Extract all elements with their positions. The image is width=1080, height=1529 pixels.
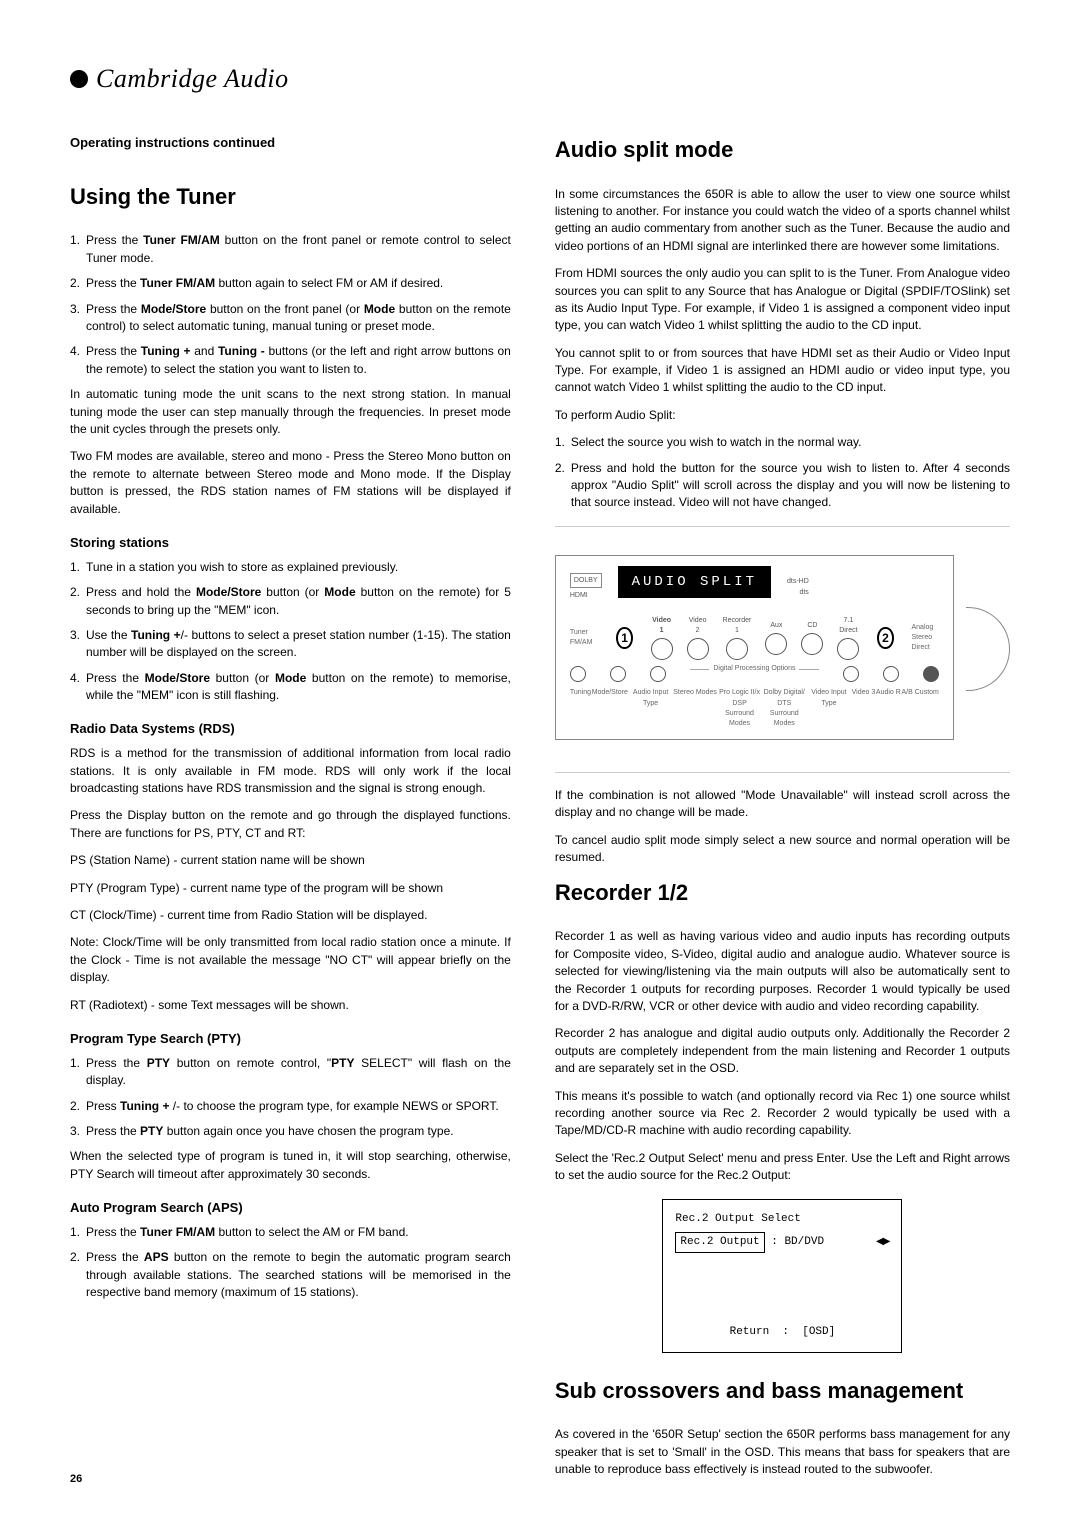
numbered-step: 2.Press the APS button on the remote to … bbox=[70, 1249, 511, 1301]
numbered-step: 2.Press and hold the Mode/Store button (… bbox=[70, 584, 511, 619]
numbered-step: 4.Press the Tuning + and Tuning - button… bbox=[70, 343, 511, 378]
numbered-step: 1.Press the Tuner FM/AM button to select… bbox=[70, 1224, 511, 1241]
paragraph: Press the Display button on the remote a… bbox=[70, 807, 511, 842]
knob-icon bbox=[923, 666, 939, 682]
heading-using-tuner: Using the Tuner bbox=[70, 181, 511, 213]
paragraph: In some circumstances the 650R is able t… bbox=[555, 186, 1010, 256]
paragraph: PTY (Program Type) - current name type o… bbox=[70, 880, 511, 897]
numbered-step: 1.Tune in a station you wish to store as… bbox=[70, 559, 511, 576]
paragraph: To cancel audio split mode simply select… bbox=[555, 832, 1010, 867]
panel-label: Mode/Store bbox=[592, 688, 628, 729]
knob-icon bbox=[843, 666, 859, 682]
brand-name: Cambridge Audio bbox=[96, 60, 289, 98]
heading-storing: Storing stations bbox=[70, 534, 511, 553]
paragraph: You cannot split to or from sources that… bbox=[555, 345, 1010, 397]
source-button: Aux bbox=[765, 621, 787, 655]
section-label: Operating instructions continued bbox=[70, 134, 511, 153]
source-button: Video 2 bbox=[687, 616, 709, 660]
paragraph: If the combination is not allowed "Mode … bbox=[555, 787, 1010, 822]
numbered-step: 1.Select the source you wish to watch in… bbox=[555, 434, 1010, 451]
paragraph: To perform Audio Split: bbox=[555, 407, 1010, 424]
panel-label: Stereo Modes bbox=[673, 688, 717, 729]
brand-logo: Cambridge Audio bbox=[70, 60, 1010, 98]
dts-badge-icon: dts-HD dts bbox=[787, 576, 809, 598]
paragraph: Recorder 1 as well as having various vid… bbox=[555, 928, 1010, 1015]
numbered-step: 3.Press the PTY button again once you ha… bbox=[70, 1123, 511, 1140]
heading-rds: Radio Data Systems (RDS) bbox=[70, 720, 511, 739]
paragraph: As covered in the '650R Setup' section t… bbox=[555, 1426, 1010, 1478]
front-panel-diagram: DOLBY HDMI AUDIO SPLIT dts-HD dts Tuner … bbox=[555, 541, 1010, 758]
source-button: Recorder 1 bbox=[723, 616, 752, 660]
paragraph: Recorder 2 has analogue and digital audi… bbox=[555, 1025, 1010, 1077]
numbered-step: 2.Press and hold the button for the sour… bbox=[555, 460, 1010, 512]
panel-label: Audio Input Type bbox=[629, 688, 673, 729]
numbered-step: 1.Press the PTY button on remote control… bbox=[70, 1055, 511, 1090]
paragraph: This means it's possible to watch (and o… bbox=[555, 1088, 1010, 1140]
heading-aps: Auto Program Search (APS) bbox=[70, 1199, 511, 1218]
panel-label: Pro Logic II/x DSP Surround Modes bbox=[718, 688, 762, 729]
dolby-badge-icon: DOLBY HDMI bbox=[570, 573, 602, 601]
callout-2: 2 bbox=[877, 627, 893, 649]
panel-label: Video 3 bbox=[852, 688, 876, 729]
panel-label: Video Input Type bbox=[807, 688, 851, 729]
left-column: Operating instructions continued Using t… bbox=[70, 134, 511, 1489]
panel-label: Audio R bbox=[876, 688, 901, 729]
panel-label: Dolby Digital/ DTS Surround Modes bbox=[762, 688, 806, 729]
numbered-step: 2.Press Tuning + /- to choose the progra… bbox=[70, 1098, 511, 1115]
paragraph: PS (Station Name) - current station name… bbox=[70, 852, 511, 869]
numbered-step: 3.Use the Tuning +/- buttons to select a… bbox=[70, 627, 511, 662]
volume-dial-icon bbox=[966, 607, 1010, 691]
paragraph: Note: Clock/Time will be only transmitte… bbox=[70, 934, 511, 986]
numbered-step: 3.Press the Mode/Store button on the fro… bbox=[70, 301, 511, 336]
heading-sub-crossovers: Sub crossovers and bass management bbox=[555, 1375, 1010, 1407]
paragraph: RT (Radiotext) - some Text messages will… bbox=[70, 997, 511, 1014]
source-button: 7.1 Direct bbox=[837, 616, 859, 660]
paragraph: Two FM modes are available, stereo and m… bbox=[70, 448, 511, 518]
heading-audio-split: Audio split mode bbox=[555, 134, 1010, 166]
panel-label: Tuning bbox=[570, 688, 591, 729]
paragraph: When the selected type of program is tun… bbox=[70, 1148, 511, 1183]
osd-screen: Rec.2 Output Select Rec.2 Output : BD/DV… bbox=[662, 1199, 902, 1353]
callout-1: 1 bbox=[616, 627, 632, 649]
paragraph: CT (Clock/Time) - current time from Radi… bbox=[70, 907, 511, 924]
knob-icon bbox=[883, 666, 899, 682]
paragraph: RDS is a method for the transmission of … bbox=[70, 745, 511, 797]
numbered-step: 4.Press the Mode/Store button (or Mode b… bbox=[70, 670, 511, 705]
logo-dot-icon bbox=[70, 70, 88, 88]
page-number: 26 bbox=[70, 1472, 82, 1488]
knob-icon bbox=[570, 666, 586, 682]
left-right-arrows-icon: ◀▶ bbox=[876, 1234, 889, 1251]
panel-label: A/B Custom bbox=[902, 688, 939, 729]
knob-icon bbox=[610, 666, 626, 682]
heading-pty: Program Type Search (PTY) bbox=[70, 1030, 511, 1049]
paragraph: From HDMI sources the only audio you can… bbox=[555, 265, 1010, 335]
paragraph: In automatic tuning mode the unit scans … bbox=[70, 386, 511, 438]
numbered-step: 1.Press the Tuner FM/AM button on the fr… bbox=[70, 232, 511, 267]
right-column: Audio split mode In some circumstances t… bbox=[555, 134, 1010, 1489]
paragraph: Select the 'Rec.2 Output Select' menu an… bbox=[555, 1150, 1010, 1185]
source-button: CD bbox=[801, 621, 823, 655]
knob-icon bbox=[650, 666, 666, 682]
numbered-step: 2.Press the Tuner FM/AM button again to … bbox=[70, 275, 511, 292]
heading-recorder: Recorder 1/2 bbox=[555, 877, 1010, 909]
panel-display: AUDIO SPLIT bbox=[618, 566, 771, 598]
osd-title: Rec.2 Output Select bbox=[675, 1210, 889, 1229]
source-button: Video 1 bbox=[651, 616, 673, 660]
